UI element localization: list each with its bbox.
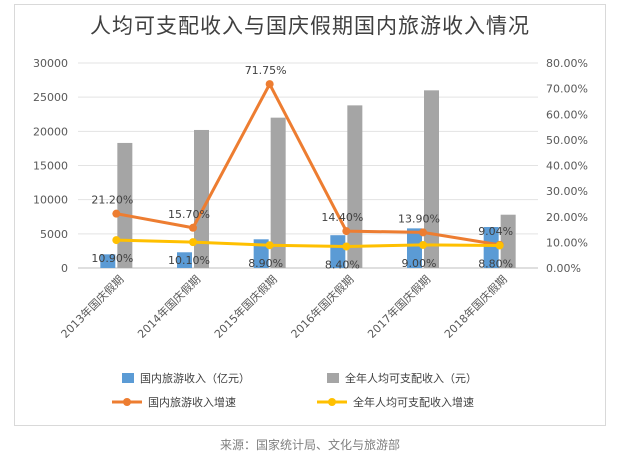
line-point	[495, 241, 504, 250]
bar	[347, 105, 363, 268]
bar	[117, 142, 133, 268]
bar	[100, 254, 116, 268]
y-right-tick-label: 70.00%	[546, 83, 588, 96]
x-tick-label: 2013年国庆假期	[58, 272, 127, 341]
line-point	[265, 241, 274, 250]
x-tick-label: 2014年国庆假期	[135, 272, 204, 341]
y-right-tick-label: 0.00%	[546, 262, 581, 275]
series-line	[116, 238, 500, 248]
legend-label: 全年人均可支配收入增速	[353, 395, 474, 409]
y-left-tick-label: 30000	[33, 57, 68, 70]
bar	[483, 227, 499, 268]
data-label: 13.90%	[398, 212, 440, 225]
bar	[407, 228, 422, 268]
legend-label: 全年人均可支配收入（元）	[345, 371, 477, 385]
data-label: 71.75%	[245, 64, 287, 77]
x-tick-label: 2017年国庆假期	[365, 272, 434, 341]
legend-swatch	[122, 373, 134, 383]
y-right-tick-label: 30.00%	[546, 185, 588, 198]
data-label: 14.40%	[321, 211, 363, 224]
data-label: 10.10%	[168, 254, 210, 267]
line-point	[342, 227, 351, 236]
bar	[330, 235, 346, 268]
y-right-tick-label: 40.00%	[546, 160, 588, 173]
line-point	[342, 242, 351, 251]
bar	[500, 214, 516, 268]
line-point	[189, 223, 197, 232]
y-right-tick-label: 50.00%	[546, 134, 588, 147]
data-label: 15.70%	[168, 208, 210, 221]
y-right-tick-label: 10.00%	[546, 236, 588, 249]
line-point	[265, 80, 274, 89]
line-point	[419, 240, 427, 249]
data-label: 9.00%	[402, 257, 437, 270]
source-note: 来源：国家统计局、文化与旅游部	[219, 438, 400, 452]
y-left-tick-label: 15000	[33, 160, 68, 173]
chart-title: 人均可支配收入与国庆假期国内旅游收入情况	[90, 14, 530, 38]
data-label: 8.80%	[478, 257, 513, 270]
line-point	[189, 238, 197, 247]
data-label: 21.20%	[91, 194, 133, 207]
legend-label: 国内旅游收入增速	[148, 395, 236, 409]
series-line	[116, 80, 500, 247]
line-point	[112, 209, 121, 218]
line-point	[112, 236, 121, 245]
y-left-tick-label: 20000	[33, 125, 68, 138]
legend-swatch	[327, 373, 339, 383]
y-right-tick-label: 20.00%	[546, 211, 588, 224]
bar	[270, 117, 286, 269]
x-tick-label: 2018年国庆假期	[441, 272, 510, 341]
line-point	[419, 228, 427, 237]
bar	[424, 90, 439, 268]
y-left-tick-label: 10000	[33, 194, 68, 207]
bar	[177, 252, 192, 268]
legend-marker	[123, 398, 131, 406]
legend-label: 国内旅游收入（亿元）	[140, 371, 250, 385]
y-right-tick-label: 60.00%	[546, 108, 588, 121]
data-label: 8.40%	[325, 258, 360, 271]
x-tick-label: 2016年国庆假期	[288, 272, 357, 341]
x-tick-label: 2015年国庆假期	[211, 272, 280, 341]
data-label: 8.90%	[248, 257, 283, 270]
y-right-tick-label: 80.00%	[546, 57, 588, 70]
y-left-tick-label: 0	[61, 262, 68, 275]
y-left-tick-label: 5000	[40, 228, 68, 241]
data-label: 10.90%	[91, 252, 133, 265]
data-label: 9.04%	[478, 225, 513, 238]
bar	[194, 129, 209, 268]
y-left-tick-label: 25000	[33, 91, 68, 104]
legend-marker	[328, 398, 336, 406]
